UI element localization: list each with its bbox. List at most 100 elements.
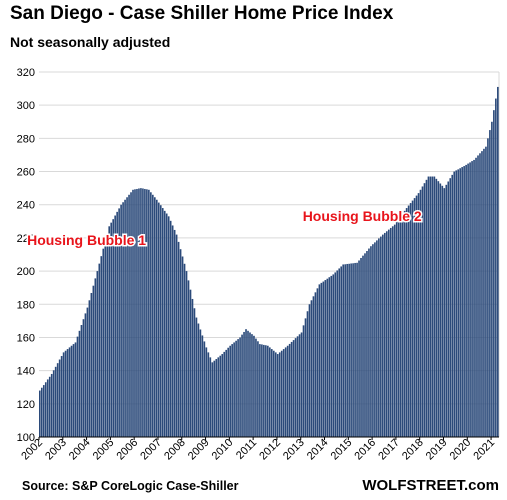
chart-bar	[70, 345, 73, 437]
chart-subtitle: Not seasonally adjusted	[10, 34, 171, 50]
annotation-label: Housing Bubble 1	[27, 232, 146, 248]
x-tick-label: 2017	[376, 437, 402, 463]
chart-bar	[56, 363, 59, 437]
chart-bar	[278, 352, 281, 437]
chart-bar	[84, 313, 87, 437]
chart-bar	[215, 359, 218, 437]
chart-bar	[235, 340, 237, 437]
chart-bar	[378, 238, 380, 437]
chart-bar	[272, 350, 275, 437]
chart-bar	[322, 281, 325, 437]
chart-bar	[96, 271, 99, 437]
chart-bar	[128, 194, 130, 437]
chart-bar	[475, 157, 477, 437]
x-tick-label: 2013	[281, 437, 307, 463]
x-tick-label: 2006	[114, 437, 140, 463]
brand-label: WOLFSTREET.com	[362, 477, 499, 494]
chart-bar	[487, 138, 489, 437]
chart-bar	[342, 264, 344, 437]
chart-bar	[157, 202, 160, 437]
chart-bar	[211, 362, 214, 437]
chart-bar	[132, 189, 134, 437]
chart-bar	[324, 280, 327, 437]
chart-bar	[366, 251, 368, 437]
x-tick-label: 2014	[305, 437, 331, 463]
chart-bar	[78, 330, 81, 437]
chart-bar	[167, 216, 170, 437]
chart-bar	[100, 256, 103, 437]
y-tick-label: 320	[17, 67, 35, 79]
chart-bar	[237, 339, 239, 437]
x-tick-label: 2011	[234, 437, 259, 462]
chart-bar	[318, 284, 321, 437]
chart-bar	[201, 335, 204, 437]
x-tick-label: 2007	[138, 437, 164, 463]
chart-bar	[282, 349, 285, 437]
chart-bar	[358, 260, 360, 437]
chart-bar	[276, 354, 279, 437]
chart-bar	[177, 241, 180, 437]
y-tick-label: 180	[17, 299, 35, 311]
x-tick-label: 2021	[471, 437, 497, 463]
chart-bar	[368, 248, 370, 437]
chart-bar	[39, 390, 41, 437]
chart-bar	[417, 193, 420, 437]
chart-bar	[473, 159, 475, 437]
chart-bar	[280, 350, 283, 437]
chart-bar	[459, 168, 461, 437]
chart-bar	[76, 336, 79, 437]
chart-bar	[46, 379, 49, 437]
chart-bar	[253, 335, 255, 437]
chart-bar	[88, 300, 91, 437]
chart-bar	[348, 263, 350, 437]
chart-bar	[382, 234, 384, 437]
chart-bar	[427, 176, 430, 438]
chart-bar	[229, 345, 231, 437]
chart-bar	[453, 171, 456, 437]
chart-bar	[257, 341, 259, 437]
chart-bar	[384, 232, 386, 437]
chart-bar	[302, 325, 305, 437]
chart-bar	[423, 183, 426, 437]
chart-bar	[203, 341, 206, 437]
chart-bar	[457, 169, 459, 437]
x-tick-label: 2008	[162, 437, 188, 463]
chart-bar	[207, 352, 210, 437]
chart-bar	[437, 181, 440, 437]
chart-bar	[80, 325, 83, 437]
chart-bar	[44, 382, 47, 437]
chart-bar	[489, 130, 491, 437]
chart-bar	[415, 195, 418, 437]
chart-bar	[403, 210, 406, 437]
chart-bar	[485, 146, 487, 437]
chart-bar	[92, 285, 95, 437]
chart-bar	[350, 263, 352, 437]
chart-bar	[449, 178, 452, 437]
chart-bar	[52, 370, 55, 437]
chart-bar	[270, 349, 273, 437]
y-tick-label: 240	[17, 200, 35, 212]
chart-bar	[249, 332, 251, 437]
chart-bar	[255, 338, 257, 437]
chart-bar	[497, 86, 499, 437]
chart-bar	[130, 192, 132, 437]
chart-bar	[340, 266, 343, 437]
chart-bar	[314, 292, 317, 437]
chart-bar	[401, 213, 404, 437]
chart-bar	[108, 226, 111, 437]
chart-bar	[122, 202, 124, 437]
chart-bar	[40, 387, 43, 437]
chart-bar	[312, 296, 315, 437]
chart-bar	[152, 194, 154, 437]
chart-bar	[292, 340, 295, 437]
chart-bar	[431, 176, 434, 438]
chart-bar	[225, 349, 228, 437]
chart-bar	[328, 277, 331, 437]
chart-bar	[405, 208, 408, 437]
chart-bar	[393, 224, 396, 437]
chart-bar	[161, 208, 164, 437]
chart-bar	[66, 349, 69, 437]
chart-bar	[376, 240, 378, 437]
chart-bar	[445, 184, 448, 437]
chart-bar	[380, 236, 382, 437]
